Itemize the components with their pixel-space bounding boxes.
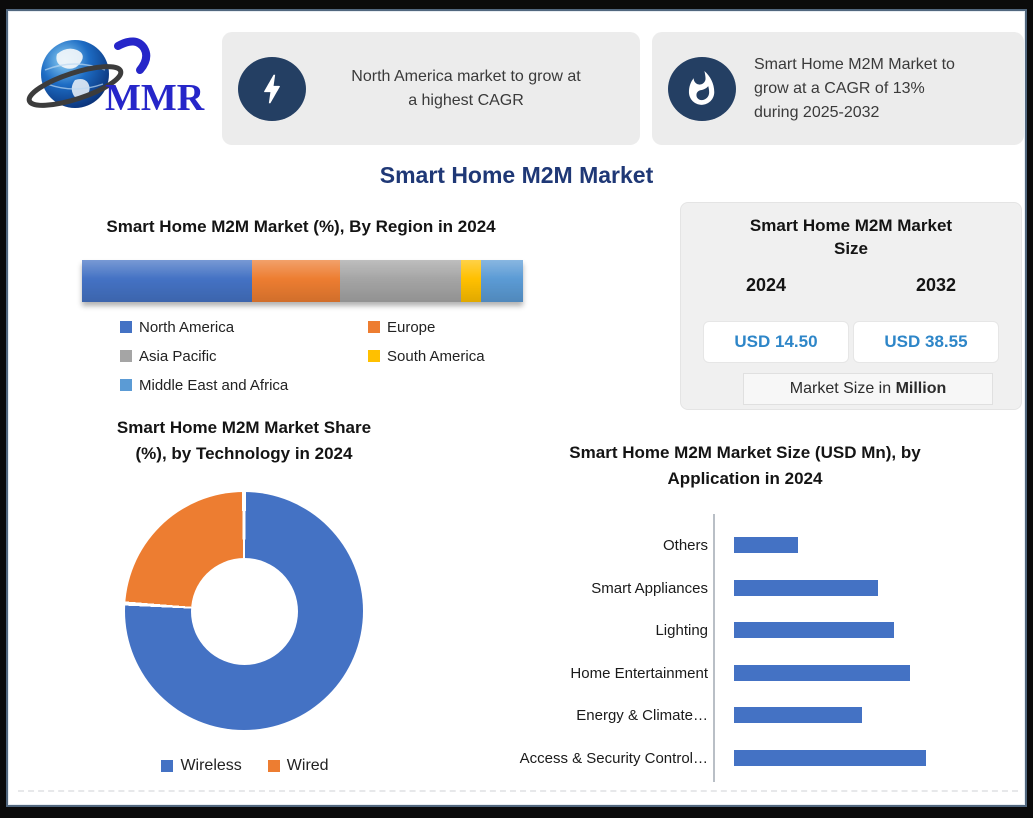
application-bar-lighting — [734, 622, 894, 638]
legend-label: South America — [387, 347, 485, 365]
segment-south-america — [461, 260, 481, 302]
region-legend-column-2: Europe South America — [368, 317, 485, 366]
market-size-title-line: Size — [833, 238, 869, 258]
application-bar-smart-appliances — [734, 580, 878, 596]
application-label: Access & Security Control… — [519, 749, 708, 767]
technology-chart-title: Smart Home M2M Market Share (%), by Tech… — [39, 415, 449, 468]
market-size-panel: Smart Home M2M Market Size 2024 2032 USD… — [680, 202, 1022, 410]
technology-legend: Wireless Wired — [115, 755, 375, 777]
legend-swatch — [368, 321, 380, 333]
legend-swatch — [368, 350, 380, 362]
legend-item: Wired — [267, 755, 329, 777]
application-bar-energy-climate — [734, 707, 862, 723]
page-title: Smart Home M2M Market — [379, 162, 654, 188]
logo-text: MMR — [105, 77, 205, 119]
application-label: Lighting — [655, 621, 708, 639]
application-row: Others — [428, 524, 1008, 566]
callout-line: grow at a CAGR of 13% — [754, 79, 925, 97]
region-chart-title: Smart Home M2M Market (%), By Region in … — [106, 217, 496, 236]
application-chart-title: Smart Home M2M Market Size (USD Mn), by … — [520, 440, 970, 493]
legend-item: Wireless — [161, 755, 242, 777]
application-bar-access-security — [734, 750, 926, 766]
market-size-footnote: Market Size in Million — [743, 373, 993, 405]
globe-icon: MMR — [26, 37, 205, 119]
application-row: Energy & Climate… — [428, 694, 1008, 736]
legend-item: Europe — [368, 317, 485, 337]
region-stacked-bar — [82, 260, 523, 302]
legend-label: Middle East and Africa — [139, 376, 289, 394]
application-bar-others — [734, 537, 798, 553]
application-title-line: Smart Home M2M Market Size (USD Mn), by — [569, 443, 921, 462]
infographic-frame: MMR North America market to grow at a hi… — [6, 9, 1027, 807]
legend-swatch — [267, 760, 280, 772]
mmr-logo: MMR — [23, 28, 223, 130]
footnote-unit: Million — [895, 380, 947, 397]
application-title-line: Application in 2024 — [667, 469, 823, 489]
callout-line: a highest CAGR — [408, 91, 524, 109]
application-row: Smart Appliances — [428, 567, 1008, 609]
flame-icon — [668, 56, 736, 121]
application-label: Smart Appliances — [591, 579, 708, 597]
legend-item: North America — [120, 317, 288, 337]
lightning-icon — [238, 56, 306, 121]
technology-donut — [125, 492, 363, 730]
callout-line: Smart Home M2M Market to — [754, 55, 955, 73]
application-row: Lighting — [428, 609, 1008, 651]
legend-item: Middle East and Africa — [120, 375, 288, 395]
technology-title-line: (%), by Technology in 2024 — [135, 444, 353, 464]
legend-label: Asia Pacific — [139, 347, 217, 365]
callout-cagr-text: Smart Home M2M Market to grow at a CAGR … — [736, 53, 961, 125]
callout-north-america-text: North America market to grow at a highes… — [306, 65, 640, 113]
callout-line: North America market to grow at — [351, 67, 581, 85]
year-2024: 2024 — [745, 274, 787, 295]
application-row: Home Entertainment — [428, 652, 1008, 694]
application-bar-home-entertainment — [734, 665, 910, 681]
segment-asia-pacific — [339, 260, 462, 302]
application-label: Others — [662, 536, 708, 554]
legend-label: Wireless — [180, 757, 242, 774]
legend-label: North America — [139, 318, 235, 336]
footnote-prefix: Market Size in — [789, 380, 896, 397]
segment-middle-east-africa — [480, 260, 523, 302]
year-2032: 2032 — [915, 274, 957, 295]
legend-swatch — [161, 760, 174, 772]
segment-europe — [252, 260, 340, 302]
callout-cagr: Smart Home M2M Market to grow at a CAGR … — [652, 32, 1024, 145]
value-2032: USD 38.55 — [853, 321, 999, 363]
application-label: Home Entertainment — [570, 664, 708, 682]
legend-swatch — [120, 321, 132, 333]
legend-swatch — [120, 379, 132, 391]
application-row: Access & Security Control… — [428, 737, 1008, 779]
technology-title-line: Smart Home M2M Market Share — [116, 418, 372, 437]
market-size-title: Smart Home M2M Market Size — [681, 215, 1021, 261]
market-size-title-line: Smart Home M2M Market — [749, 216, 953, 235]
value-2024: USD 14.50 — [703, 321, 849, 363]
legend-label: Europe — [387, 318, 436, 336]
callout-north-america: North America market to grow at a highes… — [222, 32, 640, 145]
legend-swatch — [120, 350, 132, 362]
application-label: Energy & Climate… — [576, 706, 708, 724]
legend-item: South America — [368, 346, 485, 366]
legend-label: Wired — [286, 757, 329, 774]
application-y-axis — [713, 514, 715, 782]
callout-line: during 2025-2032 — [754, 103, 880, 121]
segment-north-america — [82, 260, 253, 302]
market-size-values: USD 14.50 USD 38.55 — [681, 321, 1021, 363]
legend-item: Asia Pacific — [120, 346, 288, 366]
bottom-axis-artifact — [18, 790, 1018, 792]
region-legend-column-1: North America Asia Pacific Middle East a… — [120, 317, 288, 395]
market-size-years: 2024 2032 — [681, 275, 1021, 296]
